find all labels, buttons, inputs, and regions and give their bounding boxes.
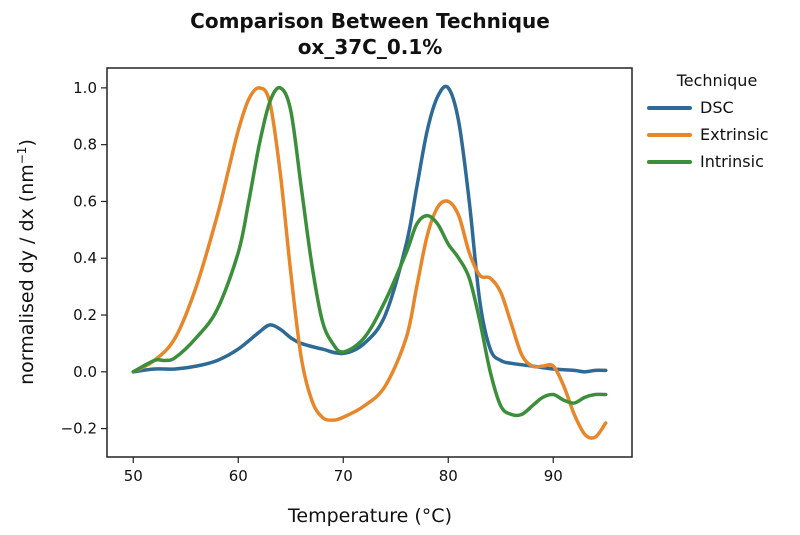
y-tick-label: 0.8 <box>73 136 97 154</box>
y-tick-label: 0.6 <box>73 192 97 210</box>
y-axis-label-close: ) <box>16 139 38 146</box>
chart-title: Comparison Between Technique <box>190 9 550 33</box>
legend-label-intrinsic: Intrinsic <box>700 152 764 171</box>
legend: Technique DSC Extrinsic Intrinsic <box>647 71 769 171</box>
legend-label-dsc: DSC <box>700 98 734 117</box>
chart-subtitle: ox_37C_0.1% <box>298 35 443 59</box>
y-tick-label: 0.0 <box>73 363 97 381</box>
plot-area <box>131 84 608 440</box>
series-line-extrinsic <box>131 86 608 440</box>
x-tick-label: 50 <box>124 467 143 485</box>
legend-title: Technique <box>676 71 758 90</box>
x-tick-label: 70 <box>334 467 353 485</box>
x-tick-label: 60 <box>229 467 248 485</box>
series-line-intrinsic <box>131 85 608 418</box>
y-axis-label: normalised dy / dx (nm−1) <box>15 139 38 385</box>
legend-label-extrinsic: Extrinsic <box>700 125 769 144</box>
y-tick-label: 1.0 <box>73 79 97 97</box>
plot-frame <box>106 67 633 458</box>
y-tick-label: 0.2 <box>73 306 97 324</box>
x-tick-label: 80 <box>439 467 458 485</box>
y-tick-label: 0.4 <box>73 249 97 267</box>
x-axis-label: Temperature (°C) <box>287 505 452 527</box>
y-axis-label-main: normalised dy / dx (nm <box>16 164 38 385</box>
x-tick-label: 90 <box>544 467 563 485</box>
y-axis: −0.2 0.0 0.2 0.4 0.6 0.8 1.0 <box>61 79 107 438</box>
y-axis-label-exponent: −1 <box>15 147 29 165</box>
y-tick-label: −0.2 <box>61 420 97 438</box>
x-axis: 50 60 70 80 90 <box>124 457 563 485</box>
